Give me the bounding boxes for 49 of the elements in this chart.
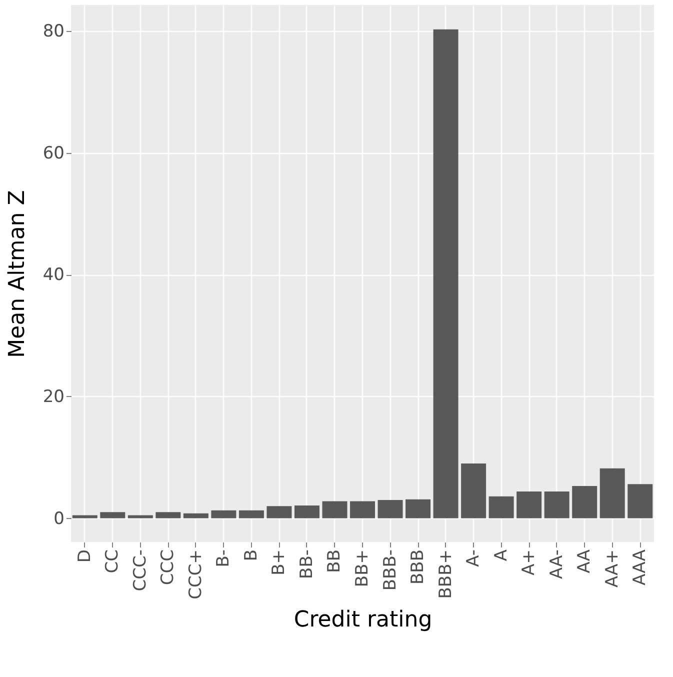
x-tick-label: BBB- [380, 550, 400, 591]
x-tick-label: A [491, 549, 512, 562]
x-tick-label: AAA [630, 549, 650, 586]
x-tick-label: CCC- [130, 550, 150, 592]
x-tick-label: A- [464, 550, 484, 567]
x-tick-label: BBB [408, 550, 428, 584]
x-tick-label: CCC [158, 550, 178, 586]
bar [266, 506, 292, 518]
bar [544, 491, 570, 518]
bar [72, 515, 98, 518]
x-tick-label: AA+ [602, 550, 622, 588]
x-tick-label: B+ [269, 550, 290, 576]
bar [461, 463, 486, 518]
bar [572, 486, 598, 518]
bar [350, 501, 375, 518]
bar [128, 515, 153, 518]
x-tick-label: B- [214, 550, 234, 568]
bar [238, 510, 264, 518]
y-tick-label: 0 [54, 508, 64, 529]
bar [183, 513, 208, 518]
y-axis-title: Mean Altman Z [4, 190, 30, 358]
bar [628, 484, 653, 518]
x-tick-label: CCC+ [186, 550, 206, 600]
x-tick-label: CC [102, 550, 123, 574]
x-tick-label: BB+ [352, 550, 372, 588]
bar [100, 512, 126, 518]
x-tick-label: B [241, 550, 262, 562]
bar [516, 491, 542, 518]
bar [294, 505, 320, 518]
x-tick-label: AA- [546, 550, 567, 579]
bar [488, 496, 514, 518]
x-tick-label: A+ [519, 550, 540, 576]
x-axis-title: Credit rating [294, 607, 432, 632]
bar [378, 500, 403, 518]
bar [322, 501, 348, 518]
x-tick-label: D [74, 550, 95, 563]
bar [600, 468, 625, 518]
y-tick-label: 20 [42, 386, 64, 407]
bar [433, 29, 458, 518]
x-tick-label: BB- [296, 550, 317, 579]
x-tick-label: BBB+ [436, 550, 456, 599]
bar [406, 499, 431, 518]
bar [156, 512, 181, 518]
x-tick-label: AA [574, 549, 595, 574]
y-tick-label: 80 [42, 22, 64, 42]
bar [211, 510, 236, 518]
y-tick-label: 60 [42, 143, 64, 164]
y-tick-label: 40 [42, 265, 64, 286]
x-tick-label: BB [324, 550, 345, 573]
